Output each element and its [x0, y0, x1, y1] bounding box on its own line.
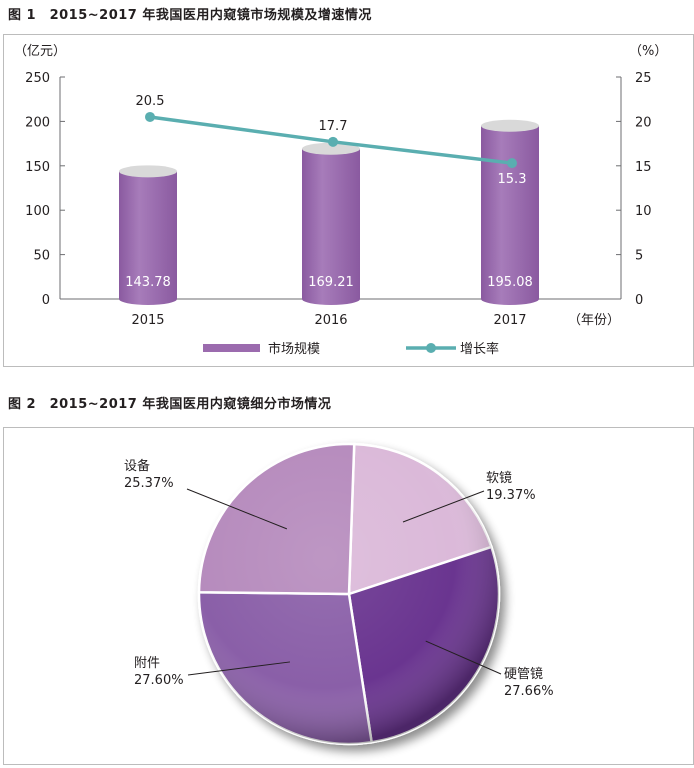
growth-rate-label: 20.5 [136, 94, 165, 109]
growth-rate-point [145, 111, 155, 122]
pie-slice-name: 设备 [124, 458, 150, 474]
pie-slice [197, 590, 374, 746]
pie-slice-name: 软镜 [486, 471, 512, 486]
left-tick-label: 150 [25, 160, 50, 175]
pie-leader-line [187, 661, 291, 676]
pie-slice-percent: 19.37% [486, 488, 536, 503]
x-tick-label: 2016 [314, 313, 347, 328]
left-tick-label: 0 [42, 293, 50, 308]
x-axis-label: （年份） [568, 313, 620, 328]
left-axis-unit-label: （亿元） [14, 44, 66, 59]
figure1-title: 图 1 2015~2017 年我国医用内窥镜市场规模及增速情况 [8, 8, 372, 23]
growth-rate-point [328, 136, 338, 147]
legend-swatch-bar [203, 344, 260, 352]
left-tick-label: 200 [25, 115, 50, 130]
pie-slice-name: 硬管镜 [504, 667, 543, 682]
pie-slice-percent: 27.60% [134, 673, 184, 688]
left-tick-label: 250 [25, 71, 50, 86]
bar-line-chart: 0 50 100 150 200 250 0 5 10 15 20 25 （亿元） （%） 2015 2016… [14, 44, 667, 357]
pie-leader-line [425, 640, 502, 675]
x-tick-label: 2017 [493, 313, 526, 328]
bar-value-label: 143.78 [125, 275, 171, 290]
pie-leader-line [402, 490, 485, 523]
bar-top-cap [481, 119, 539, 132]
pie-leader-line [186, 488, 288, 530]
pie-slice-name: 附件 [134, 656, 160, 671]
bar-top-cap [302, 142, 360, 155]
growth-rate-label: 17.7 [319, 119, 348, 134]
right-tick-label: 10 [635, 204, 652, 219]
left-tick-label: 100 [25, 204, 50, 219]
pie-group [197, 442, 501, 746]
growth-rate-point [507, 158, 517, 169]
bar-value-label: 195.08 [487, 275, 533, 290]
legend-swatch-marker [426, 343, 436, 353]
pie-chart: 软镜 19.37% 硬管镜 27.66% 附件 27.60% 设备 25.37% [124, 442, 554, 746]
bar-line-chart-panel: 0 50 100 150 200 250 0 5 10 15 20 25 （亿元） （%） 2015 2016… [3, 34, 694, 367]
pie-slice-percent: 27.66% [504, 684, 554, 699]
figure2-title: 图 2 2015~2017 年我国医用内窥镜细分市场情况 [8, 397, 332, 412]
left-tick-label: 50 [33, 249, 50, 264]
bar-body [302, 148, 360, 305]
x-tick-label: 2015 [131, 313, 164, 328]
right-tick-label: 5 [635, 249, 643, 264]
right-tick-label: 20 [635, 115, 652, 130]
pie-chart-panel: 软镜 19.37% 硬管镜 27.66% 附件 27.60% 设备 25.37% [3, 427, 694, 765]
bar-body [119, 171, 177, 305]
bar-value-label: 169.21 [308, 275, 354, 290]
right-tick-label: 0 [635, 293, 643, 308]
legend-label-line: 增长率 [460, 341, 499, 357]
bar-top-cap [119, 165, 177, 178]
legend-label-bar: 市场规模 [268, 341, 320, 357]
right-tick-label: 15 [635, 160, 652, 175]
pie-slice-percent: 25.37% [124, 476, 174, 491]
growth-rate-label: 15.3 [498, 172, 527, 187]
pie-slice [197, 442, 356, 596]
right-axis-unit-label: （%） [629, 44, 667, 59]
right-tick-label: 25 [635, 71, 652, 86]
bar-body [481, 125, 539, 306]
